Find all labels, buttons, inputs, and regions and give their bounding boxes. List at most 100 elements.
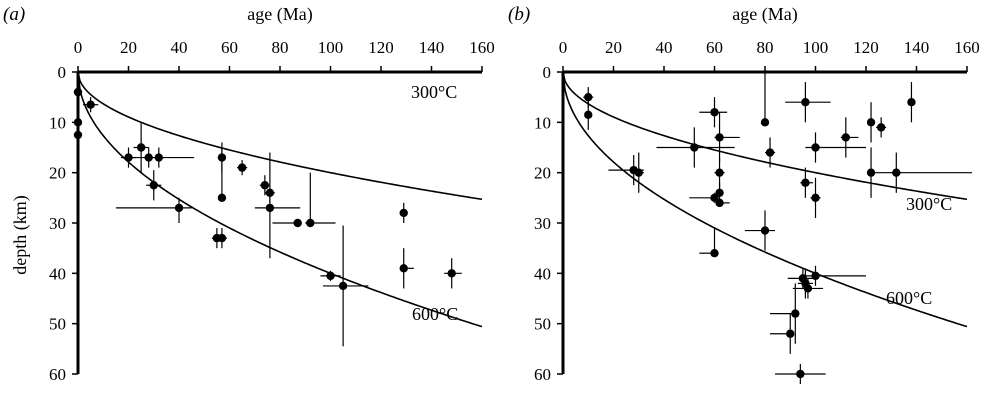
panel-b-y-tick-label: 10 [534, 113, 551, 132]
panel-b-x-tick-label: 100 [803, 38, 829, 57]
panel-a-point-marker [293, 218, 302, 228]
panel-a-data-point [259, 175, 270, 196]
panel-b-point-marker [715, 198, 724, 208]
panel-a-point-marker [144, 153, 153, 162]
panel-b-point-marker [715, 133, 724, 142]
panel-a-x-tick-label: 80 [272, 38, 289, 57]
panel-b-point-marker [907, 98, 916, 107]
panel-b-point-marker [841, 133, 850, 142]
panel-a-y-tick-label: 20 [49, 164, 66, 183]
panel-b-data-point [876, 117, 887, 138]
panel-a-y-tick-label: 50 [49, 315, 66, 334]
panel-a-point-marker [73, 87, 83, 97]
panel-a-data-point [320, 270, 341, 281]
panel-a-data-point [73, 118, 83, 127]
panel-a-point-marker [154, 153, 163, 162]
panel-a-data-point [73, 87, 83, 97]
panel-b-curve-300c [562, 71, 968, 201]
panel-b-x-tick-label: 80 [757, 38, 774, 57]
panel-b-point-marker [796, 369, 805, 379]
panel-a-data-point [444, 258, 462, 289]
panel-a-data-point [120, 147, 137, 168]
panel-a-data-point [216, 228, 227, 249]
panel-b-data-point [792, 278, 824, 299]
panel-b-x-tick-label: 0 [559, 38, 568, 57]
panel-b-x-tick-label: 60 [706, 38, 723, 57]
panel-b-curve-label: 300°C [906, 194, 952, 214]
panel-b-curve-label: 600°C [886, 288, 932, 308]
panel-a-data-point [73, 130, 83, 140]
panel-b-data-point [770, 313, 795, 354]
panel-b-y-tick-label: 20 [534, 164, 551, 183]
panel-b-point-marker [584, 92, 593, 102]
panel-a-curve-600c [77, 71, 483, 328]
panel-a: (a) age (Ma) depth (km) 0 20 40 60 80 100 120 1… [3, 4, 495, 384]
panel-b-data-point [891, 152, 902, 193]
panel-a-point-marker [73, 118, 83, 127]
panel-b-point-marker [760, 118, 770, 127]
panel-a-x-tick-label: 100 [318, 38, 344, 57]
panel-a-x-tick-label: 40 [171, 38, 188, 57]
panel-b-x-tick-label: 140 [904, 38, 930, 57]
panel-b-data-point [699, 228, 719, 258]
panel-a-x-tick-label: 60 [221, 38, 238, 57]
panel-b-point-marker [710, 249, 719, 258]
panel-b-y-tick-label: 30 [534, 214, 551, 233]
panel-b-point-marker [715, 168, 724, 177]
panel-a-point-marker [260, 181, 270, 190]
panel-b-point-marker [786, 329, 795, 338]
panel-a-x-tick-label: 0 [74, 38, 83, 57]
panel-a-point-marker [237, 163, 247, 172]
panel-b-point-marker [634, 168, 643, 177]
panel-a-data-point [153, 147, 164, 168]
panel-a-point-marker [326, 271, 335, 281]
panel-a-label: (a) [3, 4, 25, 25]
panel-b-data-point [805, 132, 866, 163]
panel-b-point-marker [710, 108, 719, 117]
panel-b-point-marker [584, 110, 593, 119]
panel-a-point-marker [86, 100, 95, 109]
panel-b-y-tick-label: 40 [534, 264, 551, 283]
panel-b-data-point [699, 97, 728, 128]
panel-b-data-point [907, 82, 916, 123]
panel-b-point-marker [791, 309, 800, 318]
panel-b-curve-600c [562, 71, 968, 328]
panel-b-data-point [810, 177, 821, 218]
panel-a-y-tick-label: 10 [49, 113, 66, 132]
panel-b-data-point [656, 127, 735, 168]
panel-a-point-marker [399, 264, 408, 273]
panel-b-y-tick-label: 60 [534, 365, 551, 384]
panel-a-y-tick-label: 30 [49, 214, 66, 233]
panel-b-point-marker [811, 193, 820, 203]
panel-a-curve-300c [77, 71, 483, 201]
panel-b-point-marker [801, 178, 810, 187]
panel-b-point-marker [760, 226, 770, 235]
panel-a-point-marker [136, 143, 146, 152]
panel-b-x-tick-label: 40 [656, 38, 673, 57]
panel-a-point-marker [265, 203, 275, 213]
panel-b-data-point [744, 210, 776, 251]
panel-a-data-point [305, 172, 336, 228]
panel-a-point-marker [447, 269, 456, 278]
panel-b-data-point [714, 112, 740, 163]
panel-b-point-marker [866, 118, 876, 127]
panel-a-data-point [322, 225, 369, 347]
panel-a-point-marker [73, 130, 83, 140]
panel-a-data-point [83, 97, 99, 113]
panel-a-curve-label: 300°C [411, 82, 457, 102]
panel-b-point-marker [803, 284, 813, 293]
panel-b-label: (b) [508, 4, 530, 25]
panel-a-data-point [133, 122, 149, 173]
panel-a-x-axis-title: age (Ma) [247, 4, 312, 25]
panel-b-x-axis-title: age (Ma) [732, 4, 797, 25]
panel-b-data-point [805, 265, 866, 286]
panel-a-point-marker [399, 208, 408, 218]
panel-b-data-point [785, 82, 831, 123]
panel-b-x-tick-label: 20 [605, 38, 622, 57]
panel-a-point-marker [124, 153, 133, 162]
panel-a-curve-label: 600°C [412, 304, 458, 324]
panel-b-point-marker [892, 168, 901, 177]
panel-b-point-marker [690, 143, 699, 152]
panel-b-point-marker [715, 188, 724, 197]
